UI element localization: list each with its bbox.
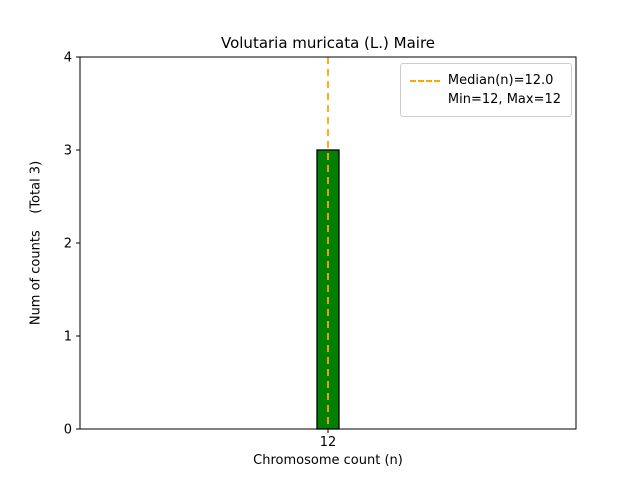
legend: Median(n)=12.0 Min=12, Max=12 [399,63,572,117]
chart-title: Volutaria muricata (L.) Maire [220,34,436,52]
legend-entry-minmax: Min=12, Max=12 [410,90,561,109]
legend-label-minmax: Min=12, Max=12 [447,92,561,107]
y-tick-label: 0 [64,423,72,438]
median-dashed-line-sample [409,79,440,82]
legend-entry-median: Median(n)=12.0 [409,71,561,90]
legend-label-median: Median(n)=12.0 [447,73,554,88]
y-tick-label: 4 [64,51,72,66]
y-axis-label: Num of counts (Total 3) [28,160,44,326]
x-axis-label: Chromosome count (n) [253,453,403,468]
y-tick-label: 1 [64,330,72,345]
y-tick-label: 3 [64,144,72,159]
x-tick-label: 12 [320,435,337,450]
y-tick-label: 2 [64,237,72,252]
